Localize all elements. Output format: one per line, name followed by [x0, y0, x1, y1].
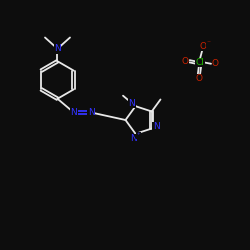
Text: O: O — [195, 74, 202, 83]
Text: ⁺: ⁺ — [137, 133, 140, 139]
Text: ⁻: ⁻ — [207, 38, 211, 47]
Text: Cl: Cl — [196, 58, 204, 67]
Text: N: N — [70, 108, 77, 117]
Text: N: N — [88, 108, 94, 117]
Text: N: N — [130, 134, 137, 143]
Text: O: O — [199, 42, 206, 51]
Text: N: N — [54, 44, 61, 53]
Text: O: O — [182, 57, 188, 66]
Text: N: N — [128, 99, 135, 108]
Text: N: N — [153, 122, 160, 131]
Text: O: O — [212, 59, 219, 68]
